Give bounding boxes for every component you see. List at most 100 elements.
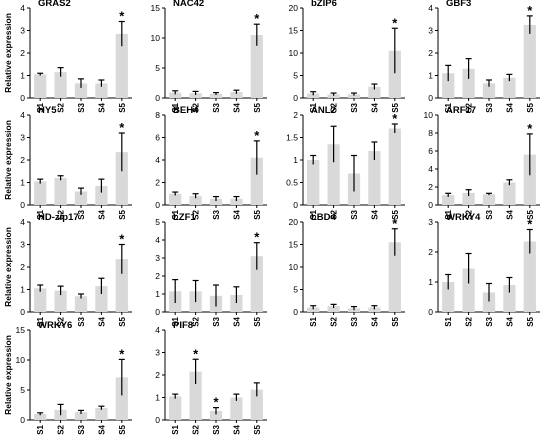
bar bbox=[347, 94, 361, 98]
y-axis-label: Relative expression bbox=[3, 227, 13, 307]
y-tick-label: 2 bbox=[20, 155, 25, 165]
bar bbox=[462, 68, 475, 98]
y-tick-label: 2 bbox=[20, 48, 25, 58]
y-tick-label: 1 bbox=[293, 155, 298, 165]
y-tick-label: 1 bbox=[155, 393, 160, 403]
y-tick-label: 10 bbox=[289, 48, 299, 58]
y-tick-label: 2 bbox=[428, 48, 433, 58]
panel-title: bZIP6 bbox=[311, 0, 337, 9]
x-tick-label: S3 bbox=[77, 102, 86, 112]
significance-star: * bbox=[119, 232, 125, 247]
bar bbox=[95, 185, 108, 205]
bar bbox=[503, 285, 516, 312]
y-tick-label: 3 bbox=[20, 240, 25, 250]
bar bbox=[368, 151, 381, 205]
y-tick-label: 1 bbox=[428, 71, 433, 81]
x-tick-label: S1 bbox=[444, 316, 453, 326]
y-tick-label: 4 bbox=[20, 217, 25, 227]
bar bbox=[250, 256, 263, 312]
panel-nac42: NAC42 0 5 10 15 S1 S2 S3 S4 * S5 bbox=[151, 0, 267, 113]
bar bbox=[34, 74, 47, 98]
y-tick-label: 15 bbox=[289, 240, 299, 250]
x-tick-label: S4 bbox=[97, 424, 106, 434]
x-tick-label: S1 bbox=[171, 316, 180, 326]
y-tick-label: 6 bbox=[155, 133, 160, 143]
bar bbox=[115, 33, 128, 98]
x-tick-label: S4 bbox=[97, 316, 106, 326]
x-tick-label: S2 bbox=[465, 102, 474, 112]
y-tick-label: 5 bbox=[155, 63, 160, 73]
x-tick-label: S5 bbox=[253, 209, 262, 219]
bar bbox=[169, 193, 182, 205]
bar bbox=[442, 282, 455, 312]
x-tick-label: S1 bbox=[36, 102, 45, 112]
panel-title: BEH4 bbox=[173, 105, 199, 116]
bar bbox=[250, 35, 263, 98]
y-tick-label: 1 bbox=[20, 71, 25, 81]
x-tick-label: S1 bbox=[171, 424, 180, 434]
bar bbox=[169, 396, 182, 420]
y-tick-label: 4 bbox=[20, 110, 25, 120]
significance-star: * bbox=[119, 120, 125, 135]
x-tick-label: S2 bbox=[57, 102, 66, 112]
x-tick-label: S2 bbox=[192, 424, 201, 434]
y-tick-label: 0.5 bbox=[286, 178, 298, 188]
x-tick-label: S3 bbox=[77, 424, 86, 434]
significance-star: * bbox=[254, 230, 260, 245]
x-tick-label: S5 bbox=[118, 316, 127, 326]
x-tick-label: S5 bbox=[526, 102, 535, 112]
y-tick-label: 10 bbox=[424, 110, 434, 120]
bar bbox=[34, 288, 47, 312]
y-tick-label: 0 bbox=[293, 307, 298, 317]
bar bbox=[95, 83, 108, 98]
bar bbox=[523, 154, 536, 205]
y-tick-label: 3 bbox=[428, 26, 433, 36]
bar bbox=[482, 83, 496, 98]
x-tick-label: S5 bbox=[253, 316, 262, 326]
bar bbox=[482, 292, 496, 312]
y-tick-label: 2 bbox=[20, 262, 25, 272]
x-tick-label: S5 bbox=[391, 209, 400, 219]
x-tick-label: S3 bbox=[77, 209, 86, 219]
y-tick-label: 0 bbox=[428, 307, 433, 317]
y-tick-label: 4 bbox=[155, 155, 160, 165]
bar bbox=[115, 377, 128, 420]
bar bbox=[503, 77, 516, 98]
x-tick-label: S3 bbox=[77, 316, 86, 326]
x-tick-label: S4 bbox=[232, 316, 241, 326]
bar bbox=[230, 92, 243, 98]
bar bbox=[388, 128, 401, 205]
bar bbox=[368, 86, 381, 98]
y-tick-label: 5 bbox=[20, 385, 25, 395]
y-tick-label: 8 bbox=[155, 110, 160, 120]
panel-title: NAC42 bbox=[173, 0, 204, 9]
panel-pif8: PIF8 0 1 2 3 4 S1 * S2 * S3 S4 S5 bbox=[155, 320, 267, 435]
x-tick-label: S5 bbox=[118, 424, 127, 434]
x-tick-label: S4 bbox=[232, 102, 241, 112]
x-tick-label: S4 bbox=[232, 209, 241, 219]
x-tick-label: S2 bbox=[192, 316, 201, 326]
x-tick-label: S2 bbox=[192, 209, 201, 219]
bar bbox=[34, 414, 47, 420]
panel-title: LBD4 bbox=[311, 212, 337, 223]
x-tick-label: S4 bbox=[97, 102, 106, 112]
x-tick-label: S5 bbox=[253, 424, 262, 434]
y-tick-label: 3 bbox=[20, 26, 25, 36]
y-tick-label: 6 bbox=[428, 146, 433, 156]
bar bbox=[503, 182, 516, 205]
panel-title: LZF1 bbox=[173, 212, 196, 223]
bar bbox=[95, 408, 108, 420]
x-tick-label: S3 bbox=[485, 316, 494, 326]
panel-lzf1: LZF1 0 1 2 3 4 5 S1 S2 S3 S4 * S5 bbox=[155, 212, 267, 327]
y-tick-label: 0 bbox=[428, 200, 433, 210]
x-tick-label: S1 bbox=[309, 316, 318, 326]
bar bbox=[388, 242, 401, 312]
x-tick-label: S1 bbox=[171, 102, 180, 112]
panel-bzip6: bZIP6 0 5 10 15 20 S1 S2 S3 S4 * S5 bbox=[289, 0, 405, 113]
x-tick-label: S5 bbox=[118, 209, 127, 219]
y-tick-label: 4 bbox=[428, 3, 433, 13]
x-tick-label: S1 bbox=[444, 209, 453, 219]
